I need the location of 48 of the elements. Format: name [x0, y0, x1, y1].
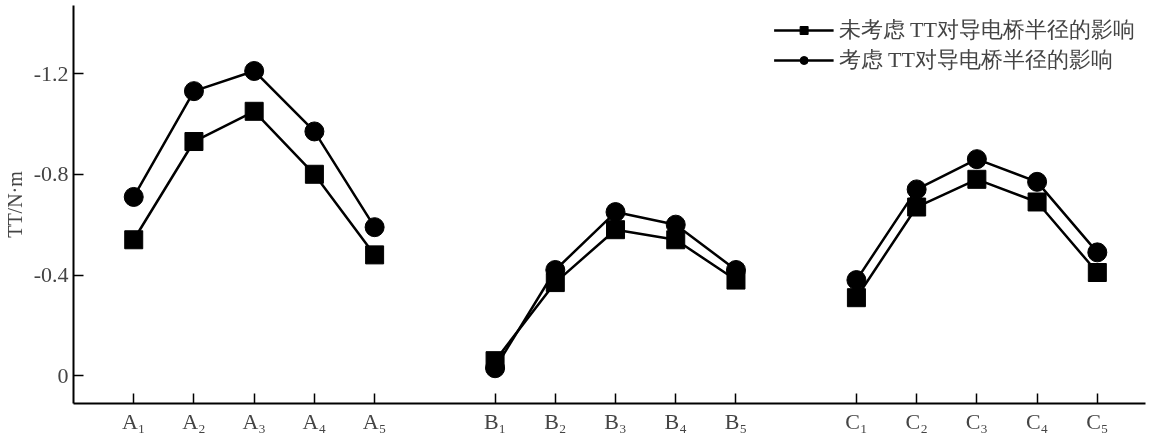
point: [846, 288, 866, 308]
point: [906, 179, 927, 200]
point: [1027, 192, 1047, 212]
y-tick-label: -1.2: [33, 60, 69, 86]
point: [1087, 263, 1107, 283]
x-tick-label: C₂: [905, 408, 928, 434]
y-tick-label: 0: [57, 362, 69, 388]
point: [606, 220, 626, 240]
point: [666, 230, 686, 250]
x-tick-label: B₄: [664, 408, 687, 434]
x-tick-label: B₁: [483, 408, 507, 434]
point: [967, 169, 987, 189]
point: [244, 61, 265, 81]
x-tick-label: B₂: [544, 408, 567, 434]
point: [605, 202, 626, 223]
x-tick-label: C₃: [965, 408, 989, 434]
point: [183, 81, 204, 102]
point: [124, 230, 144, 250]
point: [304, 121, 325, 142]
point: [244, 101, 264, 121]
point: [545, 273, 565, 293]
x-tick-label: A₅: [362, 408, 387, 434]
legend-label: 未考虑 TT对导电桥半径的影响: [838, 16, 1135, 44]
point: [184, 132, 204, 152]
x-tick-label: A₁: [121, 408, 146, 434]
point: [304, 164, 324, 184]
point: [123, 186, 144, 207]
point: [726, 270, 746, 290]
x-tick-label: A₄: [302, 408, 327, 434]
x-tick-label: B₃: [604, 408, 627, 434]
point: [364, 217, 385, 238]
y-tick-label: -0.8: [33, 161, 69, 187]
point: [846, 270, 867, 291]
x-tick-label: C₄: [1025, 408, 1049, 434]
y-axis-title: TT/N·m: [3, 170, 26, 238]
point: [907, 197, 927, 217]
x-tick-label: C₁: [845, 408, 868, 434]
point: [966, 149, 987, 170]
legend-label: 考虑 TT对导电桥半径的影响: [838, 46, 1113, 74]
point: [485, 351, 505, 371]
x-tick-label: A₃: [242, 408, 266, 434]
x-tick-label: C₅: [1086, 408, 1109, 434]
point: [1027, 171, 1048, 192]
point: [1087, 242, 1108, 263]
x-tick-label: A₂: [182, 408, 206, 434]
y-tick-label: -0.4: [33, 262, 69, 288]
point: [365, 245, 385, 265]
x-tick-label: B₅: [724, 408, 748, 434]
